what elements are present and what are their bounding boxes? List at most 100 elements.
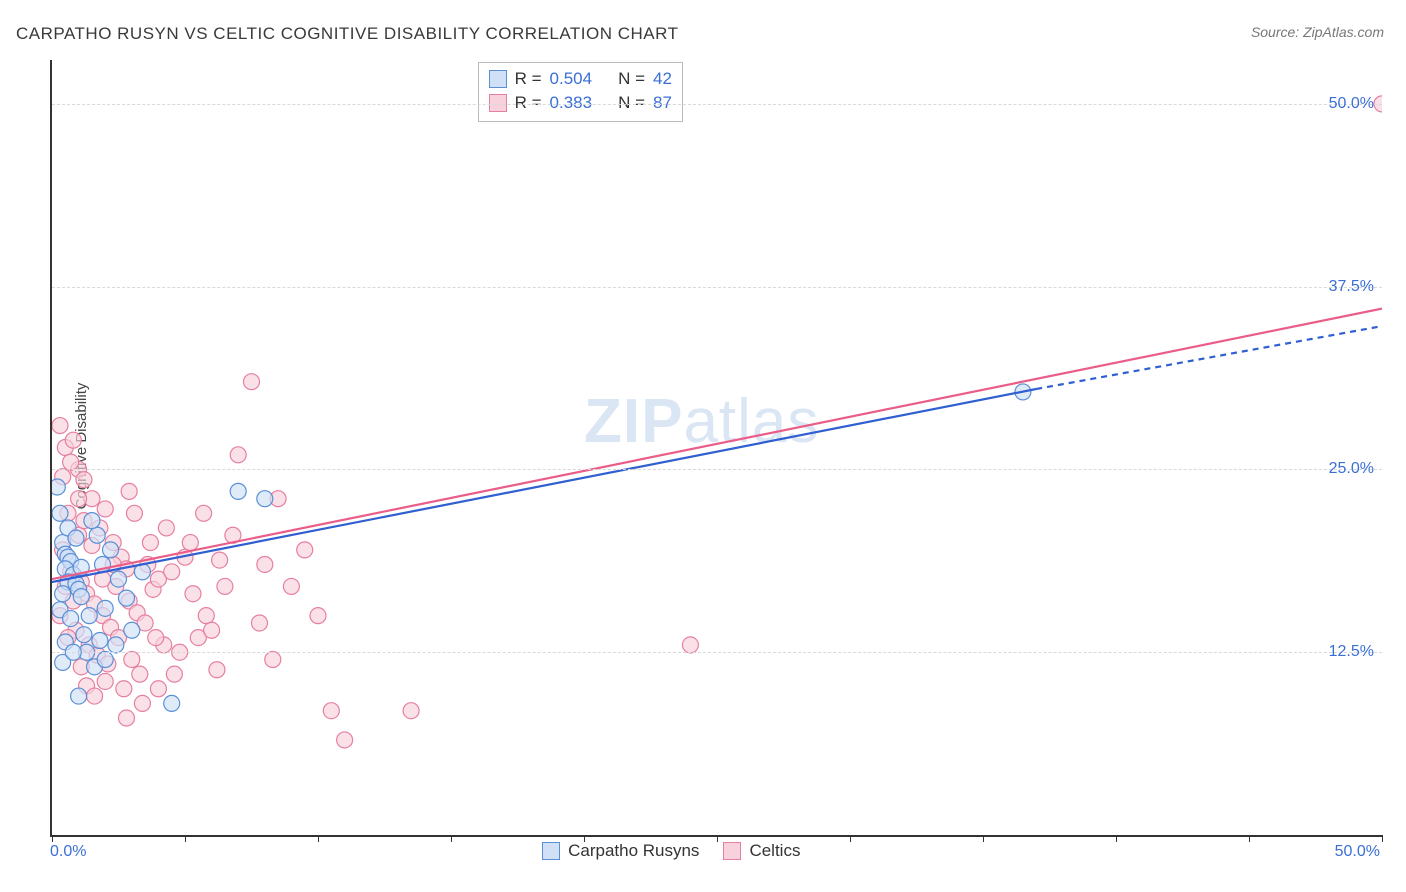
data-point: [76, 627, 92, 643]
data-point: [142, 535, 158, 551]
x-axis-start-label: 0.0%: [50, 843, 86, 861]
data-point: [257, 491, 273, 507]
data-point: [244, 374, 260, 390]
x-tick: [451, 835, 452, 842]
data-point: [97, 673, 113, 689]
data-point: [185, 586, 201, 602]
data-point: [124, 652, 140, 668]
data-point: [230, 483, 246, 499]
swatch-a-icon: [489, 70, 507, 88]
data-point: [310, 608, 326, 624]
data-point: [108, 637, 124, 653]
data-point: [73, 589, 89, 605]
legend-swatch-a-icon: [542, 842, 560, 860]
data-point: [124, 622, 140, 638]
grid-line: [52, 104, 1382, 105]
data-point: [65, 432, 81, 448]
data-point: [166, 666, 182, 682]
legend-label-b: Celtics: [749, 841, 800, 861]
data-point: [76, 472, 92, 488]
legend-swatch-b-icon: [723, 842, 741, 860]
data-point: [134, 695, 150, 711]
x-tick: [1116, 835, 1117, 842]
source-label: Source: ZipAtlas.com: [1251, 24, 1384, 40]
data-point: [283, 578, 299, 594]
grid-line: [52, 469, 1382, 470]
data-point: [682, 637, 698, 653]
data-point: [87, 688, 103, 704]
data-point: [111, 571, 127, 587]
x-tick: [850, 835, 851, 842]
legend-label-a: Carpatho Rusyns: [568, 841, 699, 861]
legend-item-a: Carpatho Rusyns: [542, 841, 699, 861]
data-point: [63, 454, 79, 470]
data-point: [81, 608, 97, 624]
data-point: [217, 578, 233, 594]
data-point: [257, 556, 273, 572]
regression-line: [1036, 326, 1382, 389]
data-point: [97, 501, 113, 517]
stats-legend-box: R = 0.504 N = 42 R = 0.383 N = 87: [478, 62, 683, 122]
data-point: [196, 505, 212, 521]
stat-a-r-value: 0.504: [550, 67, 593, 91]
data-point: [164, 564, 180, 580]
data-point: [204, 622, 220, 638]
x-tick: [1249, 835, 1250, 842]
data-point: [150, 681, 166, 697]
data-point: [198, 608, 214, 624]
y-tick-label: 25.0%: [1329, 460, 1374, 478]
data-point: [52, 418, 68, 434]
data-point: [97, 600, 113, 616]
x-tick: [983, 835, 984, 842]
data-point: [71, 491, 87, 507]
data-point: [121, 483, 137, 499]
stat-a-n-label: N =: [618, 67, 645, 91]
data-point: [92, 633, 108, 649]
data-point: [212, 552, 228, 568]
regression-line: [52, 389, 1036, 582]
data-point: [148, 630, 164, 646]
y-tick-label: 50.0%: [1329, 95, 1374, 113]
data-point: [337, 732, 353, 748]
y-tick-label: 37.5%: [1329, 278, 1374, 296]
data-point: [116, 681, 132, 697]
x-axis-end-label: 50.0%: [1335, 843, 1380, 861]
data-point: [118, 710, 134, 726]
data-point: [209, 662, 225, 678]
data-point: [230, 447, 246, 463]
data-point: [71, 688, 87, 704]
x-tick: [1382, 835, 1383, 842]
data-point: [265, 652, 281, 668]
data-point: [55, 586, 71, 602]
regression-line: [52, 309, 1382, 580]
data-point: [182, 535, 198, 551]
data-point: [158, 520, 174, 536]
data-point: [97, 652, 113, 668]
data-point: [126, 505, 142, 521]
grid-line: [52, 287, 1382, 288]
stat-a-r-label: R =: [515, 67, 542, 91]
data-point: [251, 615, 267, 631]
x-tick: [52, 835, 53, 842]
chart-area: ZIPatlas R = 0.504 N = 42 R = 0.383 N = …: [50, 60, 1382, 837]
bottom-legend: Carpatho Rusyns Celtics: [542, 841, 800, 861]
y-tick-label: 12.5%: [1329, 643, 1374, 661]
x-tick: [318, 835, 319, 842]
data-point: [89, 527, 105, 543]
data-point: [52, 479, 65, 495]
data-point: [297, 542, 313, 558]
data-point: [84, 513, 100, 529]
grid-line: [52, 652, 1382, 653]
stat-a-n-value: 42: [653, 67, 672, 91]
scatter-plot-svg: [52, 60, 1382, 835]
x-tick: [185, 835, 186, 842]
data-point: [103, 542, 119, 558]
data-point: [403, 703, 419, 719]
stats-row-a: R = 0.504 N = 42: [489, 67, 672, 91]
data-point: [52, 505, 68, 521]
legend-item-b: Celtics: [723, 841, 800, 861]
data-point: [118, 590, 134, 606]
data-point: [132, 666, 148, 682]
data-point: [68, 530, 84, 546]
data-point: [164, 695, 180, 711]
